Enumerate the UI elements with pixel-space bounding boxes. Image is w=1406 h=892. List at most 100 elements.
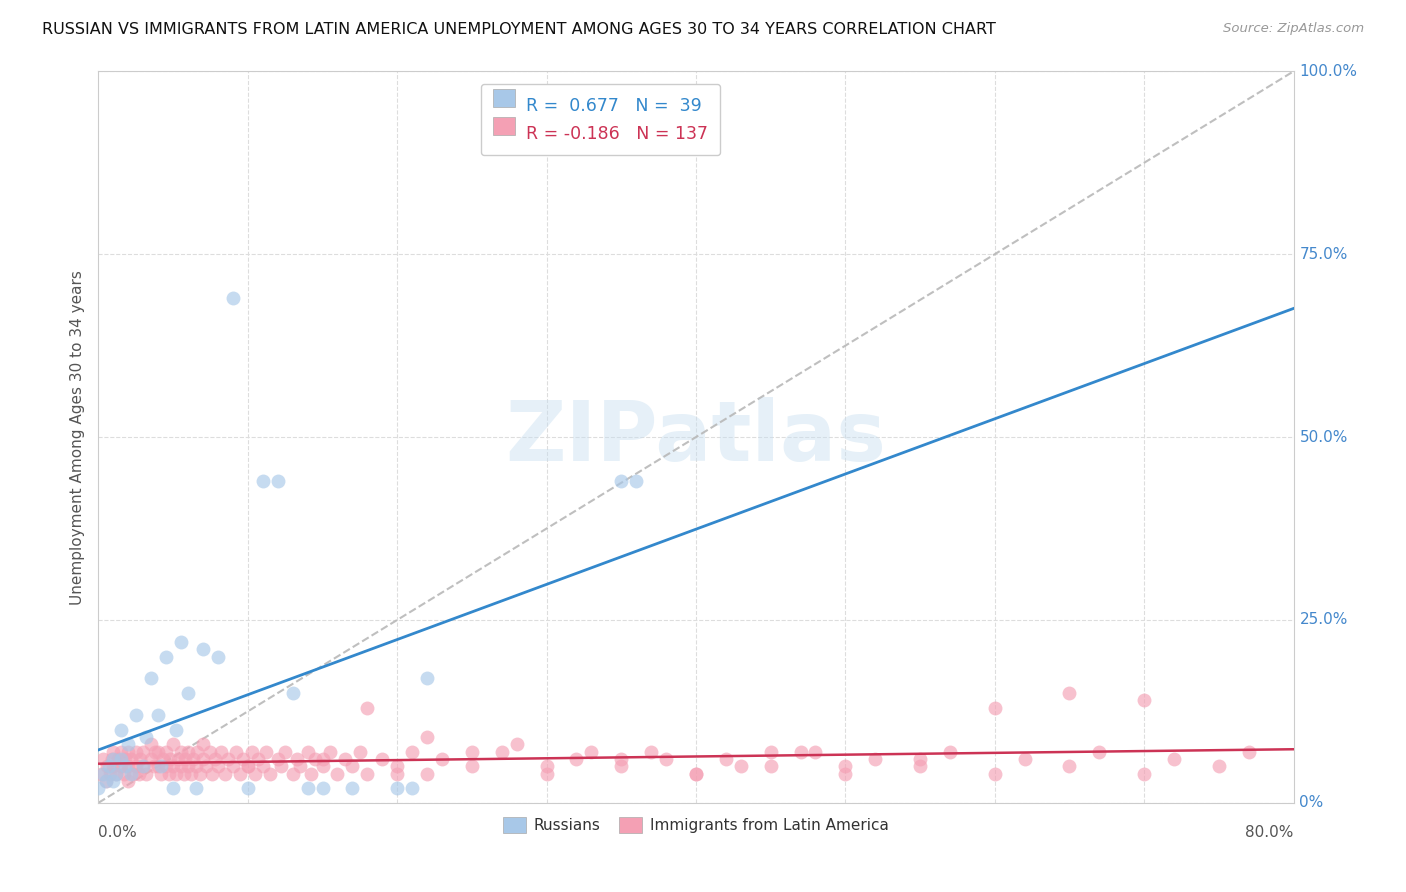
Point (98, 766, 122, 780)
Point (96, 759, 118, 773)
Point (169, 635, 191, 649)
Point (297, 781, 319, 796)
Point (132, 759, 155, 773)
Point (97, 759, 120, 773)
Point (939, 745, 962, 759)
Point (581, 745, 603, 759)
Point (165, 766, 187, 780)
Point (90, 766, 112, 780)
Point (311, 759, 333, 773)
Point (252, 474, 274, 488)
Point (114, 759, 136, 773)
Point (385, 781, 409, 796)
Point (834, 759, 856, 773)
Point (1059, 759, 1081, 773)
Point (326, 766, 349, 780)
Point (274, 745, 297, 759)
Point (610, 474, 633, 488)
Point (207, 649, 229, 664)
Point (200, 745, 222, 759)
Point (1088, 745, 1111, 759)
Point (105, 766, 128, 780)
Point (285, 752, 308, 766)
Point (91, 752, 114, 766)
Point (1133, 766, 1156, 780)
Point (148, 759, 170, 773)
Point (236, 781, 259, 796)
Point (120, 752, 142, 766)
Point (162, 737, 184, 751)
Point (222, 291, 245, 305)
Point (491, 745, 513, 759)
Point (207, 759, 229, 773)
Point (1163, 752, 1185, 766)
Point (789, 745, 811, 759)
Point (714, 752, 737, 766)
Point (110, 752, 132, 766)
Point (259, 766, 281, 780)
Point (759, 759, 782, 773)
Point (177, 759, 200, 773)
Point (155, 759, 177, 773)
Point (281, 686, 304, 700)
Point (319, 745, 342, 759)
Point (626, 474, 648, 488)
Point (129, 752, 152, 766)
Point (142, 759, 165, 773)
Point (110, 759, 132, 773)
Point (125, 708, 148, 723)
Point (416, 672, 439, 686)
Point (107, 752, 129, 766)
Point (247, 752, 270, 766)
Point (342, 781, 364, 796)
Point (908, 752, 931, 766)
Point (162, 759, 184, 773)
Point (150, 759, 173, 773)
Point (267, 474, 290, 488)
Point (114, 752, 136, 766)
Point (252, 759, 274, 773)
Point (188, 766, 211, 780)
Point (685, 766, 707, 780)
Point (152, 752, 174, 766)
Text: RUSSIAN VS IMMIGRANTS FROM LATIN AMERICA UNEMPLOYMENT AMONG AGES 30 TO 34 YEARS : RUSSIAN VS IMMIGRANTS FROM LATIN AMERICA… (42, 22, 995, 37)
Point (117, 737, 139, 751)
Point (148, 745, 170, 759)
Point (236, 759, 259, 773)
Point (177, 745, 200, 759)
Point (299, 766, 322, 780)
Point (155, 745, 177, 759)
Point (349, 745, 371, 759)
Point (165, 723, 187, 737)
Point (195, 759, 218, 773)
Point (1059, 686, 1081, 700)
Point (135, 730, 157, 744)
Point (117, 759, 139, 773)
Point (270, 759, 292, 773)
Point (103, 759, 125, 773)
Point (232, 752, 254, 766)
Point (401, 781, 423, 796)
Point (125, 759, 148, 773)
Point (685, 766, 707, 780)
Point (174, 752, 197, 766)
Point (173, 766, 195, 780)
Point (101, 752, 124, 766)
Point (804, 745, 827, 759)
Point (1237, 745, 1260, 759)
Point (191, 752, 214, 766)
Point (267, 752, 290, 766)
Point (103, 745, 125, 759)
Point (356, 700, 378, 714)
Point (150, 766, 173, 780)
Point (342, 759, 364, 773)
Point (385, 766, 409, 780)
Point (184, 781, 207, 796)
Point (132, 759, 155, 773)
Point (169, 759, 191, 773)
Point (143, 745, 166, 759)
Point (401, 745, 423, 759)
Point (311, 752, 333, 766)
Point (430, 752, 453, 766)
Point (288, 759, 311, 773)
